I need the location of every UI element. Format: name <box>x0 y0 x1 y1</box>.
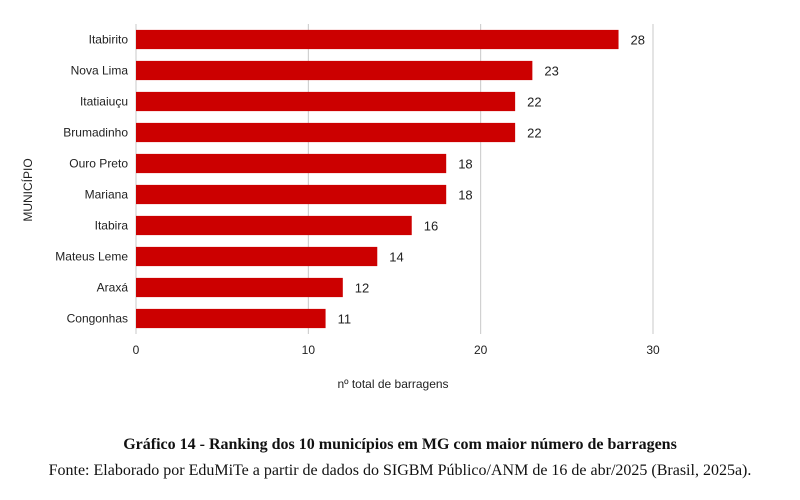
y-category-label: Araxá <box>97 281 129 295</box>
bar-value-label: 18 <box>458 188 472 203</box>
bar-value-label: 11 <box>338 312 352 327</box>
bar <box>136 246 378 267</box>
y-category-label: Ouro Preto <box>69 157 128 171</box>
bar-value-label: 12 <box>355 281 369 296</box>
y-category-label: Itabira <box>95 219 129 233</box>
figure-caption-title: Gráfico 14 - Ranking dos 10 municípios e… <box>123 436 677 453</box>
bar-value-label: 22 <box>527 95 541 110</box>
y-category-label: Congonhas <box>67 312 128 326</box>
bars <box>136 29 619 329</box>
bar <box>136 215 412 236</box>
bar <box>136 60 533 81</box>
x-tick-label: 30 <box>646 343 660 357</box>
bar-chart: 0 10 20 30 Itabirito 28 Nova Lima 23 Itatiaiuçu 2… <box>20 24 660 391</box>
bar-value-label: 23 <box>544 64 558 79</box>
figure-caption-source: Fonte: Elaborado por EduMiTe a partir de… <box>48 462 752 479</box>
bar <box>136 122 516 143</box>
bar-value-label: 16 <box>424 219 438 234</box>
labels: 0 10 20 30 Itabirito 28 Nova Lima 23 Itatiaiuçu 2… <box>55 33 660 358</box>
bar <box>136 29 619 50</box>
x-tick-label: 10 <box>302 343 316 357</box>
y-category-label: Mateus Leme <box>55 250 128 264</box>
bar <box>136 184 447 205</box>
y-axis-title: MUNICÍPIO <box>20 158 35 221</box>
bar-value-label: 22 <box>527 126 541 141</box>
y-category-label: Nova Lima <box>71 64 129 78</box>
bar-value-label: 14 <box>389 250 403 265</box>
bar <box>136 308 326 329</box>
bar <box>136 91 516 112</box>
bar <box>136 277 343 298</box>
bar-value-label: 18 <box>458 157 472 172</box>
y-category-label: Brumadinho <box>63 126 128 140</box>
x-tick-label: 20 <box>474 343 488 357</box>
bar-value-label: 28 <box>631 33 645 48</box>
y-category-label: Itabirito <box>89 33 129 47</box>
x-axis-title: nº total de barragens <box>337 377 448 391</box>
bar <box>136 153 447 174</box>
y-category-label: Mariana <box>85 188 129 202</box>
y-category-label: Itatiaiuçu <box>80 95 128 109</box>
x-tick-label: 0 <box>133 343 140 357</box>
